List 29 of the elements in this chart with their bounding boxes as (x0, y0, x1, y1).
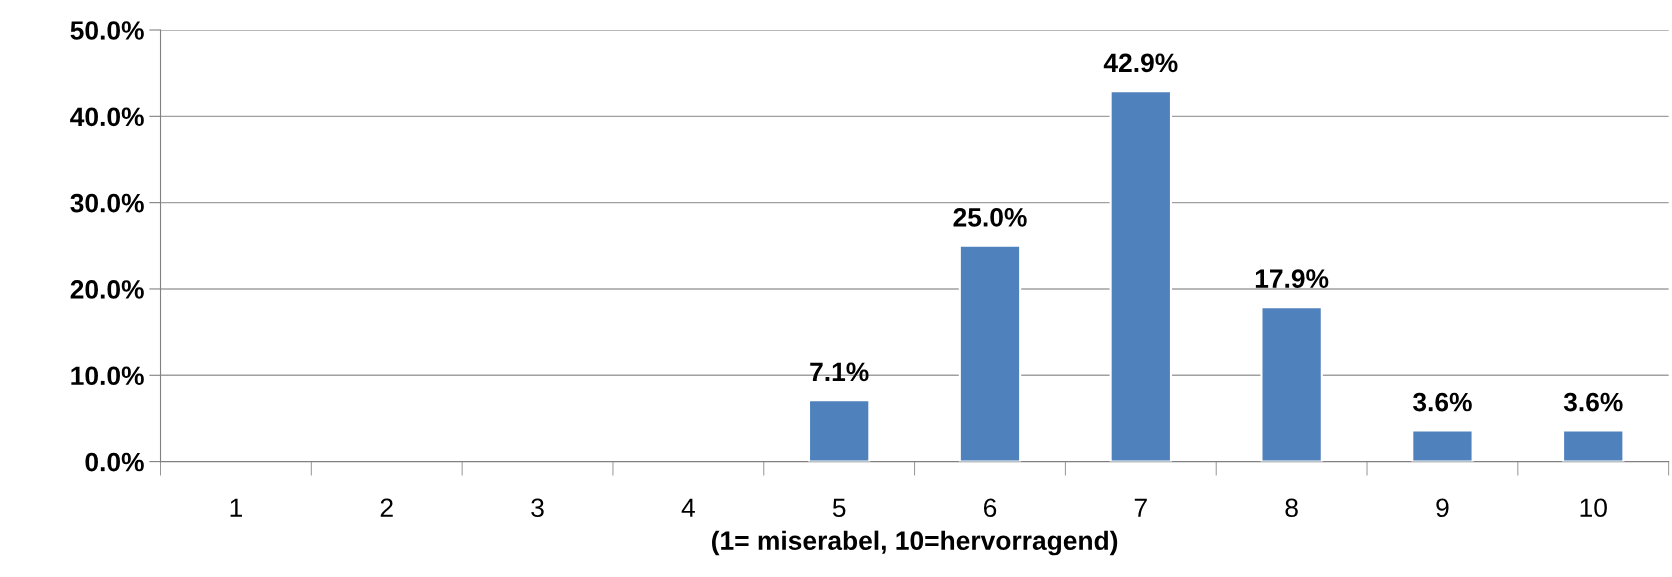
bar (958, 244, 1022, 462)
bar (1109, 90, 1173, 462)
x-tick-label: 10 (1580, 498, 1607, 518)
bar (1260, 306, 1323, 462)
x-tick-label: 7 (1134, 498, 1147, 517)
y-tick-label: 50.0% (70, 21, 144, 40)
data-label: 3.6% (1563, 392, 1623, 412)
bar (1411, 429, 1474, 462)
x-tick-label: 8 (1285, 498, 1298, 518)
y-tick-label: 30.0% (70, 193, 144, 213)
x-tick-label: 4 (681, 498, 695, 517)
x-axis-title: (1= miserabel, 10=hervorragend) (712, 530, 1118, 556)
x-tick-label: 9 (1436, 498, 1449, 518)
x-tick-label: 3 (531, 498, 544, 518)
y-tick-label: 40.0% (70, 107, 144, 127)
y-tick-label: 10.0% (71, 366, 144, 386)
bar (807, 399, 871, 462)
data-label: 3.6% (1412, 392, 1472, 412)
data-label: 25.0% (953, 208, 1027, 227)
x-tick-label: 2 (380, 498, 393, 517)
x-tick-label: 5 (832, 498, 846, 518)
bar (1562, 429, 1625, 462)
x-tick-label: 1 (230, 498, 242, 517)
y-tick-label: 20.0% (70, 280, 144, 299)
data-label: 17.9% (1255, 269, 1329, 288)
y-tick-label: 0.0% (85, 452, 144, 472)
data-label: 42.9% (1103, 53, 1178, 73)
data-label: 7.1% (810, 362, 869, 382)
x-tick-label: 6 (983, 498, 997, 518)
